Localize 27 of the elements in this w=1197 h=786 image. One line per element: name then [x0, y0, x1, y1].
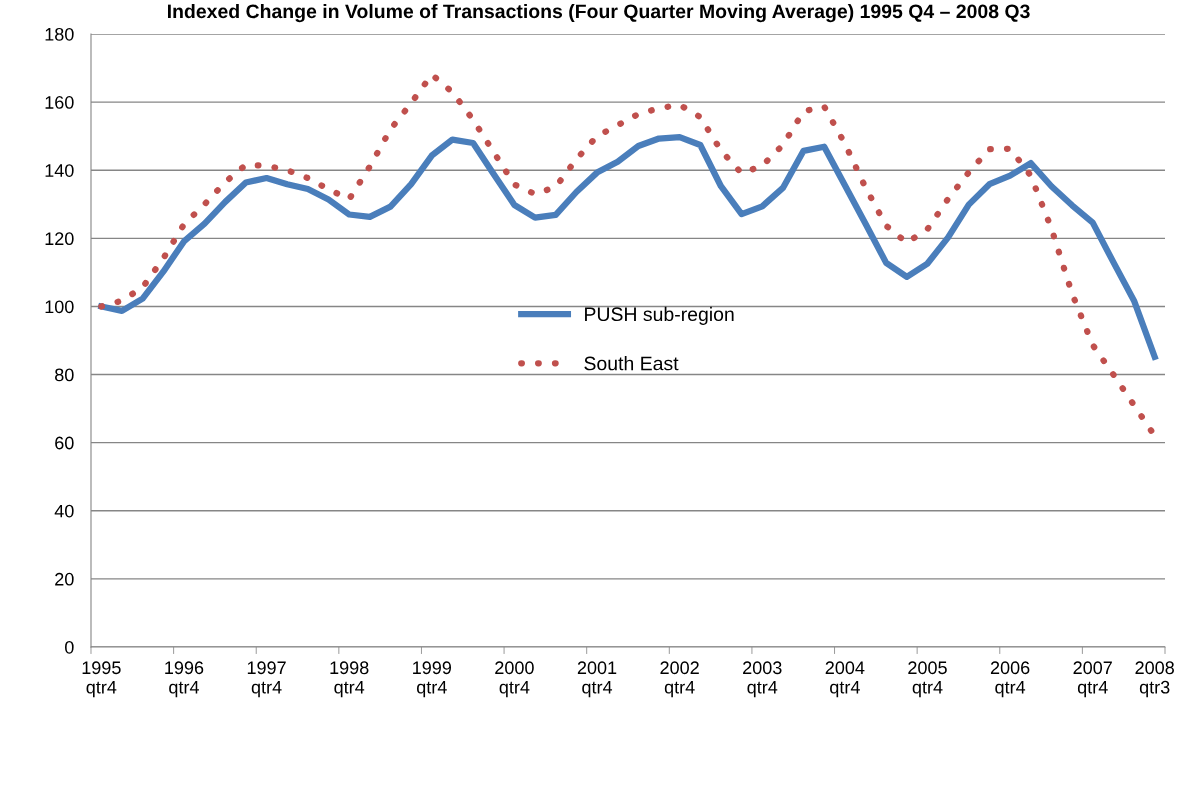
x-tick-label: 2003 qtr4	[743, 661, 782, 698]
y-tick-label: 0	[65, 640, 74, 654]
x-tick-label: 1997 qtr4	[247, 661, 286, 698]
y-tick-label: 40	[54, 504, 74, 518]
x-tick-label: 2000 qtr4	[495, 661, 534, 698]
y-tick-label: 60	[55, 436, 74, 450]
y-tick-label: 160	[45, 96, 74, 109]
y-tick-label: 80	[55, 368, 74, 382]
y-tick-label: 140	[45, 164, 74, 177]
x-tick-label: 1999 qtr4	[413, 661, 452, 698]
y-tick-label: 120	[45, 232, 74, 246]
legend-label: South East	[584, 356, 679, 371]
x-tick-label: 2006 qtr4	[990, 661, 1030, 698]
x-tick-label: 2007 qtr4	[1073, 661, 1112, 698]
y-tick-label: 20	[55, 572, 74, 586]
x-tick-label: 2001 qtr4	[577, 661, 617, 698]
x-tick-label: 2004 qtr4	[825, 661, 865, 698]
x-tick-label: 1995 qtr4	[82, 661, 121, 698]
y-tick-label: 100	[45, 300, 74, 314]
x-tick-label: 1996 qtr4	[165, 661, 204, 698]
x-tick-label: 2008 qtr3	[1135, 661, 1174, 698]
x-tick-label: 2005 qtr4	[908, 661, 947, 698]
legend-label: PUSH sub-region	[585, 306, 734, 325]
y-tick-label: 180	[45, 27, 74, 41]
chart-title: Indexed Change in Volume of Transactions (Four Quarter Moving Average) 1995 Q4 – 2008 Q3	[167, 3, 1030, 23]
x-tick-label: 1998 qtr4	[330, 661, 369, 698]
x-tick-label: 2002 qtr4	[660, 661, 699, 698]
